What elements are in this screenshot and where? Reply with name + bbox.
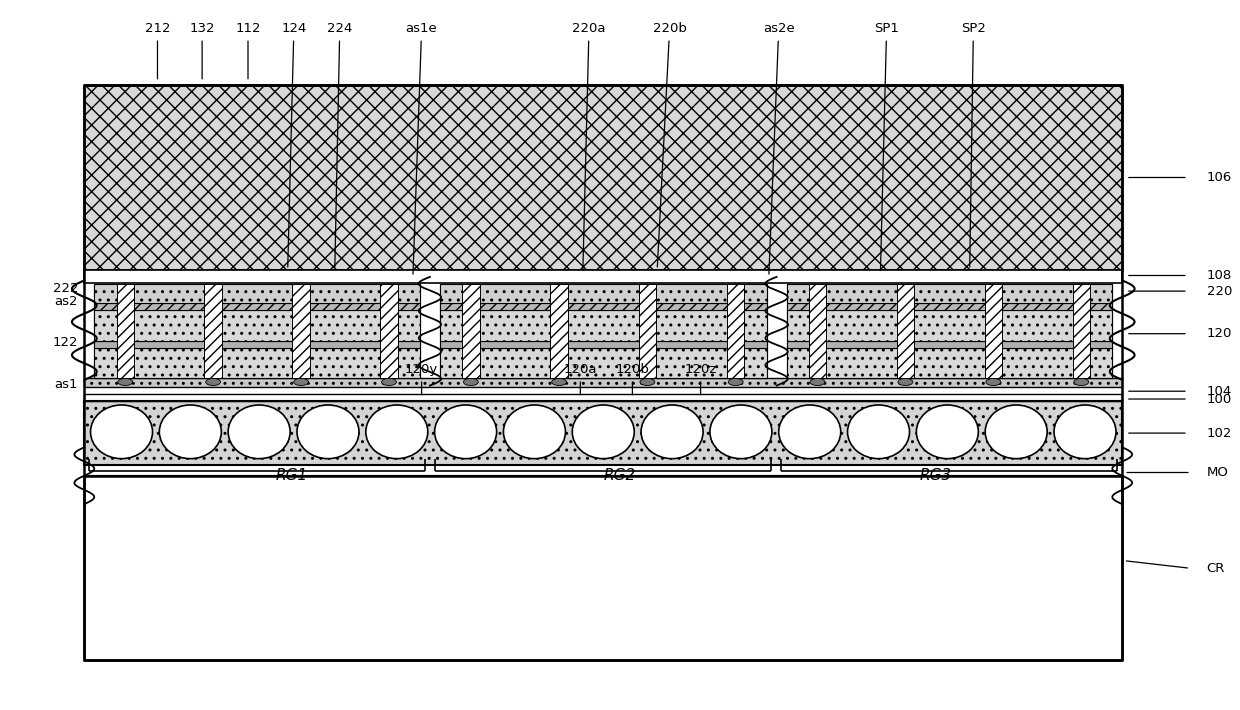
Ellipse shape bbox=[1054, 405, 1116, 459]
Bar bbox=[440, 341, 766, 348]
Text: 122: 122 bbox=[52, 336, 78, 349]
Bar bbox=[786, 341, 1112, 348]
Bar bbox=[639, 284, 656, 378]
Ellipse shape bbox=[382, 378, 397, 386]
Text: 104: 104 bbox=[1207, 385, 1231, 398]
Text: 120z: 120z bbox=[684, 364, 717, 395]
Text: 220a: 220a bbox=[572, 23, 606, 271]
Ellipse shape bbox=[552, 378, 567, 386]
Text: 132: 132 bbox=[190, 23, 215, 79]
Ellipse shape bbox=[916, 405, 978, 459]
Text: RG1: RG1 bbox=[275, 468, 308, 484]
Bar bbox=[94, 348, 420, 378]
Bar bbox=[808, 284, 826, 378]
Ellipse shape bbox=[641, 405, 703, 459]
Bar bbox=[463, 284, 480, 378]
Text: 108: 108 bbox=[1207, 269, 1231, 282]
Bar bbox=[440, 284, 766, 378]
Ellipse shape bbox=[779, 405, 841, 459]
Text: as1e: as1e bbox=[405, 23, 438, 274]
Bar bbox=[551, 284, 568, 378]
Bar bbox=[84, 85, 1122, 270]
Text: SP1: SP1 bbox=[874, 23, 899, 271]
Bar bbox=[786, 303, 1112, 310]
Ellipse shape bbox=[294, 378, 309, 386]
Ellipse shape bbox=[118, 378, 133, 386]
Text: 224: 224 bbox=[327, 23, 352, 267]
Bar bbox=[897, 284, 914, 378]
Text: SP2: SP2 bbox=[961, 23, 986, 267]
Text: 220: 220 bbox=[1207, 285, 1231, 297]
Bar bbox=[786, 284, 1112, 303]
Bar bbox=[440, 303, 766, 310]
Text: 120b: 120b bbox=[615, 364, 650, 395]
Ellipse shape bbox=[640, 378, 655, 386]
Text: 106: 106 bbox=[1207, 171, 1231, 184]
Ellipse shape bbox=[91, 405, 153, 459]
Text: as2: as2 bbox=[55, 295, 78, 308]
Text: as2e: as2e bbox=[763, 23, 795, 274]
Text: RG2: RG2 bbox=[604, 468, 636, 484]
Bar bbox=[727, 284, 744, 378]
Text: 112: 112 bbox=[236, 23, 260, 79]
Ellipse shape bbox=[159, 405, 221, 459]
Bar bbox=[1073, 284, 1090, 378]
Text: 222: 222 bbox=[52, 282, 78, 295]
Ellipse shape bbox=[986, 378, 1001, 386]
Bar bbox=[84, 270, 1122, 283]
Ellipse shape bbox=[810, 378, 825, 386]
Bar bbox=[786, 310, 1112, 341]
Bar bbox=[985, 284, 1002, 378]
Bar bbox=[786, 348, 1112, 378]
Ellipse shape bbox=[898, 378, 913, 386]
Bar bbox=[440, 348, 766, 378]
Bar bbox=[440, 310, 766, 341]
Ellipse shape bbox=[298, 405, 360, 459]
Bar bbox=[84, 476, 1122, 660]
Text: MO: MO bbox=[1207, 466, 1229, 479]
Bar bbox=[293, 284, 310, 378]
Bar bbox=[117, 284, 134, 378]
Ellipse shape bbox=[848, 405, 910, 459]
Bar bbox=[94, 341, 420, 348]
Bar bbox=[440, 284, 766, 303]
Bar bbox=[205, 284, 222, 378]
Ellipse shape bbox=[728, 378, 743, 386]
Ellipse shape bbox=[206, 378, 221, 386]
Ellipse shape bbox=[711, 405, 771, 459]
Bar bbox=[94, 303, 420, 310]
Ellipse shape bbox=[228, 405, 290, 459]
Bar bbox=[94, 284, 420, 378]
Bar bbox=[381, 284, 398, 378]
Text: 124: 124 bbox=[281, 23, 306, 267]
Text: as1: as1 bbox=[55, 378, 78, 391]
Bar bbox=[84, 401, 1122, 465]
Ellipse shape bbox=[464, 378, 479, 386]
Ellipse shape bbox=[435, 405, 496, 459]
Bar bbox=[94, 284, 420, 303]
Ellipse shape bbox=[573, 405, 635, 459]
Text: 120a: 120a bbox=[563, 364, 598, 395]
Text: 212: 212 bbox=[145, 23, 170, 79]
Text: 220b: 220b bbox=[652, 23, 687, 267]
Bar bbox=[84, 378, 1122, 387]
Ellipse shape bbox=[503, 405, 565, 459]
Text: CR: CR bbox=[1207, 562, 1225, 574]
Text: RG3: RG3 bbox=[920, 468, 952, 484]
Text: 102: 102 bbox=[1207, 427, 1231, 439]
Ellipse shape bbox=[1074, 378, 1089, 386]
Ellipse shape bbox=[366, 405, 428, 459]
Text: 120: 120 bbox=[1207, 327, 1231, 340]
Bar bbox=[84, 394, 1122, 401]
Bar bbox=[94, 310, 420, 341]
Bar bbox=[786, 284, 1112, 378]
Text: 120y: 120y bbox=[405, 364, 438, 395]
Text: 100: 100 bbox=[1207, 393, 1231, 405]
Ellipse shape bbox=[986, 405, 1047, 459]
